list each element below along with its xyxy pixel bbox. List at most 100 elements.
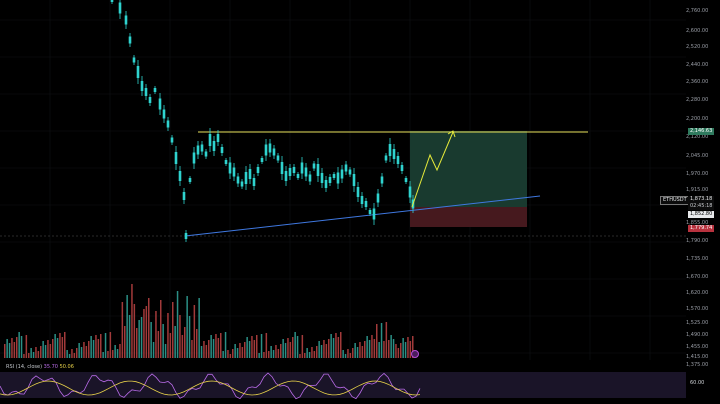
volume-bar xyxy=(35,347,37,358)
volume-bar xyxy=(210,335,212,358)
candle-body xyxy=(140,81,144,91)
volume-bar xyxy=(49,344,52,358)
price-tick: 1,735.00 xyxy=(686,256,709,262)
candle-body xyxy=(260,158,264,162)
volume-bar xyxy=(385,322,388,358)
projection-path[interactable] xyxy=(411,131,454,208)
volume-bar xyxy=(176,291,179,358)
candle-body xyxy=(204,151,208,157)
volume-bar xyxy=(263,352,265,358)
volume-bar xyxy=(239,343,241,358)
volume-bar xyxy=(208,340,210,358)
volume-bar xyxy=(112,350,114,358)
candle-body xyxy=(178,171,182,181)
volume-bars xyxy=(4,284,414,358)
volume-bar xyxy=(347,349,349,358)
volume-bar xyxy=(18,332,20,358)
candle-body xyxy=(174,152,178,164)
volume-bar xyxy=(306,348,308,358)
candle-body xyxy=(344,164,348,172)
volume-bar xyxy=(337,337,340,358)
volume-bar xyxy=(258,353,260,358)
volume-bar xyxy=(395,344,397,358)
volume-bar xyxy=(128,315,131,358)
candle-body xyxy=(212,141,216,151)
take-profit-tag[interactable]: 2,146.63 xyxy=(688,128,715,135)
candle-body xyxy=(332,174,336,178)
volume-bar xyxy=(85,346,88,358)
volume-bar xyxy=(116,349,119,358)
candle-body xyxy=(304,167,308,177)
candle-body xyxy=(400,165,404,171)
price-tick: 2,200.00 xyxy=(686,116,709,122)
volume-bar xyxy=(294,332,296,358)
volume-bar xyxy=(280,344,282,358)
volume-bar xyxy=(234,344,236,358)
stop-loss-tag[interactable]: 1,779.74 xyxy=(688,225,715,232)
volume-bar xyxy=(224,332,227,358)
candle-body xyxy=(220,147,224,153)
indicator-marker-icon[interactable] xyxy=(411,350,419,358)
volume-bar xyxy=(40,346,42,358)
volume-bar xyxy=(354,343,356,358)
candle-body xyxy=(360,196,364,204)
volume-bar xyxy=(155,311,157,358)
volume-bar xyxy=(71,349,73,358)
volume-bar xyxy=(392,339,395,358)
rsi-legend[interactable]: RSI (14, close) 35.70 50.06 xyxy=(6,364,74,370)
volume-bar xyxy=(191,340,193,358)
volume-bar xyxy=(215,334,217,358)
profit-zone xyxy=(410,131,527,207)
volume-tick: 1,670.00 xyxy=(686,274,709,280)
volume-bar xyxy=(205,345,208,358)
volume-bar xyxy=(164,344,167,358)
volume-bar xyxy=(200,346,203,358)
candle-body xyxy=(184,233,188,239)
rsi-value-1: 35.70 xyxy=(43,364,58,370)
volume-bar xyxy=(16,337,18,358)
volume-bar xyxy=(222,351,224,358)
volume-bar xyxy=(400,343,402,358)
projection-arrowhead xyxy=(447,130,456,138)
price-candles xyxy=(110,0,415,242)
volume-bar xyxy=(6,339,8,358)
price-tick: 2,520.00 xyxy=(686,44,709,50)
volume-bar xyxy=(124,326,126,358)
price-tick: 2,600.00 xyxy=(686,28,709,34)
candle-body xyxy=(316,164,320,176)
volume-bar xyxy=(92,340,95,358)
candle-body xyxy=(248,169,252,179)
candle-body xyxy=(124,15,128,25)
entry-tag[interactable]: 1,852.80 xyxy=(688,211,715,218)
volume-bar xyxy=(47,340,49,358)
candle-body xyxy=(264,144,268,156)
volume-bar xyxy=(296,336,299,358)
candle-body xyxy=(296,174,300,178)
volume-bar xyxy=(246,337,248,358)
volume-bar xyxy=(275,345,277,358)
rsi-value-2: 50.06 xyxy=(59,364,74,370)
rsi-level-label: 60.00 xyxy=(690,380,705,386)
rsi-band xyxy=(0,372,686,398)
volume-bar xyxy=(352,348,354,358)
volume-bar xyxy=(390,335,392,358)
candle-body xyxy=(148,97,152,103)
volume-bar xyxy=(299,354,301,358)
volume-bar xyxy=(373,339,376,358)
candle-body xyxy=(118,2,122,14)
candle-body xyxy=(170,137,174,143)
candle-body xyxy=(312,163,316,169)
volume-bar xyxy=(107,351,109,358)
rsi-title: RSI (14, close) xyxy=(6,364,43,370)
candle-body xyxy=(340,169,344,179)
volume-bar xyxy=(388,340,390,358)
price-tick: 1,970.00 xyxy=(686,171,709,177)
volume-bar xyxy=(260,334,263,358)
price-tick: 2,280.00 xyxy=(686,97,709,103)
support-trendline[interactable] xyxy=(184,195,541,237)
volume-bar xyxy=(383,341,385,358)
volume-tick: 1,570.00 xyxy=(686,306,709,312)
volume-bar xyxy=(28,353,30,358)
volume-bar xyxy=(181,335,184,358)
